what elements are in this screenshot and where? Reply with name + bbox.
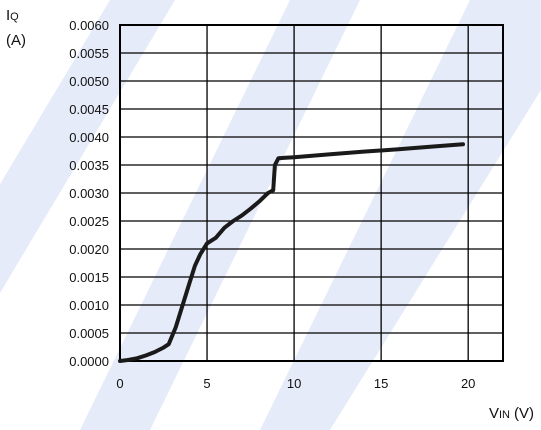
x-tick-label: 0	[116, 376, 123, 391]
y-tick-labels: 0.0000 0.0005 0.0010 0.0015 0.0020 0.0025 0.00…	[69, 18, 109, 369]
x-tick-label: 15	[374, 376, 388, 391]
y-tick-label: 0.0055	[69, 46, 109, 61]
y-tick-label: 0.0045	[69, 102, 109, 117]
y-tick-label: 0.0005	[69, 326, 109, 341]
x-axis-unit: (V)	[514, 405, 534, 422]
grid-lines	[120, 25, 503, 361]
y-axis-label: IQ	[6, 7, 19, 24]
series-line	[118, 142, 465, 363]
y-tick-label: 0.0025	[69, 214, 109, 229]
y-tick-label: 0.0050	[69, 74, 109, 89]
watermark-stripe	[80, 0, 360, 430]
y-tick-label: 0.0015	[69, 270, 109, 285]
x-axis-label: VIN (V)	[489, 405, 534, 422]
watermark-stripe	[260, 0, 541, 430]
y-tick-label: 0.0060	[69, 18, 109, 33]
y-tick-label: 0.0040	[69, 130, 109, 145]
x-tick-label: 20	[461, 376, 475, 391]
x-axis-subscript: IN	[499, 409, 510, 421]
y-tick-label: 0.0035	[69, 158, 109, 173]
y-tick-label: 0.0010	[69, 298, 109, 313]
watermark-stripe	[0, 0, 175, 294]
y-axis-unit: (A)	[6, 32, 26, 49]
x-tick-labels: 0 5 10 15 20	[116, 376, 475, 391]
x-tick-label: 10	[287, 376, 301, 391]
y-axis-subscript: Q	[10, 11, 19, 23]
plot-frame	[119, 24, 504, 362]
y-tick-label: 0.0020	[69, 242, 109, 257]
y-axis-symbol: I	[6, 7, 10, 24]
x-tick-label: 5	[203, 376, 210, 391]
y-tick-label: 0.0000	[69, 354, 109, 369]
x-axis-symbol: V	[489, 405, 499, 422]
y-tick-label: 0.0030	[69, 186, 109, 201]
